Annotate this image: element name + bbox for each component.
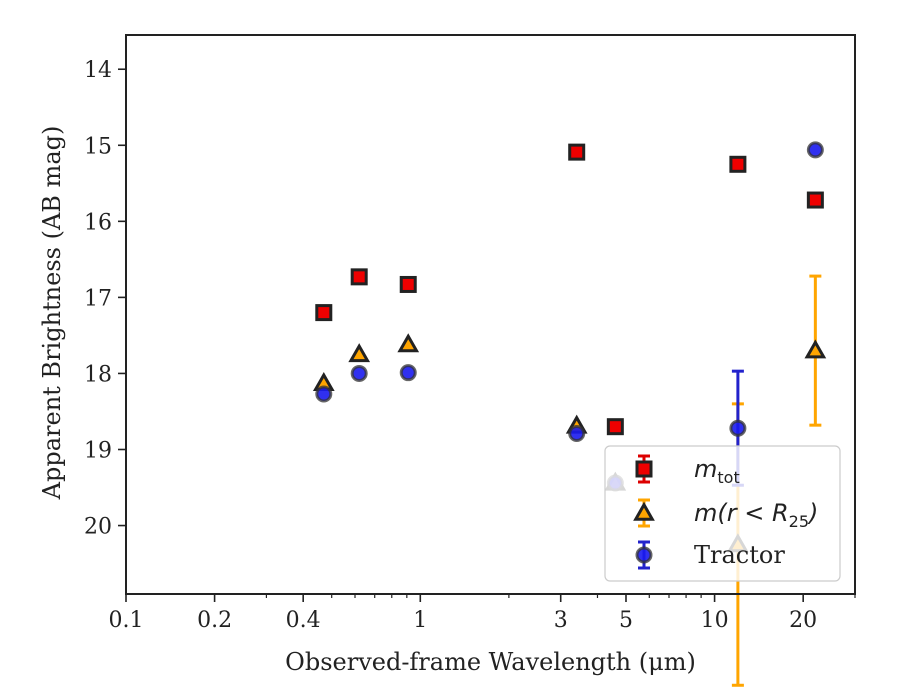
y-tick-label: 14 [84,58,112,83]
y-tick-label: 20 [84,515,112,540]
data-point [568,143,586,161]
y-tick-label: 19 [84,438,112,463]
x-tick-label: 10 [701,608,729,633]
data-point [568,425,586,443]
axis-ticks: 0.1 0.2 0.4 1 3 5 10 20 14 15 16 17 18 19 20 [84,58,856,633]
legend-marker-triangle [633,501,655,521]
data-point [397,333,420,353]
data-point [350,364,368,382]
x-tick-label: 0.2 [197,608,232,633]
data-point [806,141,824,159]
data-point [806,191,824,209]
legend-label: m(r < R25) [694,499,818,531]
data-point [315,304,333,322]
x-tick-label: 5 [619,608,633,633]
data-point [399,275,417,293]
y-tick-label: 18 [84,362,112,387]
data-marks [312,141,827,687]
legend: mtot m(r < R25) Tractor [604,445,841,582]
series-square [315,143,824,436]
plot-frame [125,34,856,595]
data-point [315,385,333,403]
x-tick-label: 0.4 [286,608,321,633]
x-tick-label: 20 [789,608,817,633]
data-point [729,155,747,173]
legend-label: Tractor [694,541,785,569]
data-point [804,339,827,359]
x-tick-label: 0.1 [109,608,144,633]
data-point [350,268,368,286]
y-tick-label: 17 [84,286,112,311]
data-point [399,364,417,382]
y-tick-label: 16 [84,210,112,235]
y-axis-label: Apparent Brightness (AB mag) [38,126,66,501]
legend-label: mtot [694,455,740,487]
series-circle [315,141,824,492]
x-axis-label: Observed-frame Wavelength (μm) [285,648,696,676]
x-tick-label: 1 [413,608,427,633]
legend-marker-circle [635,546,653,564]
legend-marker-square [635,460,653,478]
y-tick-label: 15 [84,134,112,159]
data-point [348,343,371,363]
data-point [729,419,747,437]
data-point [606,418,624,436]
legend-box [604,445,841,582]
x-tick-label: 3 [554,608,568,633]
